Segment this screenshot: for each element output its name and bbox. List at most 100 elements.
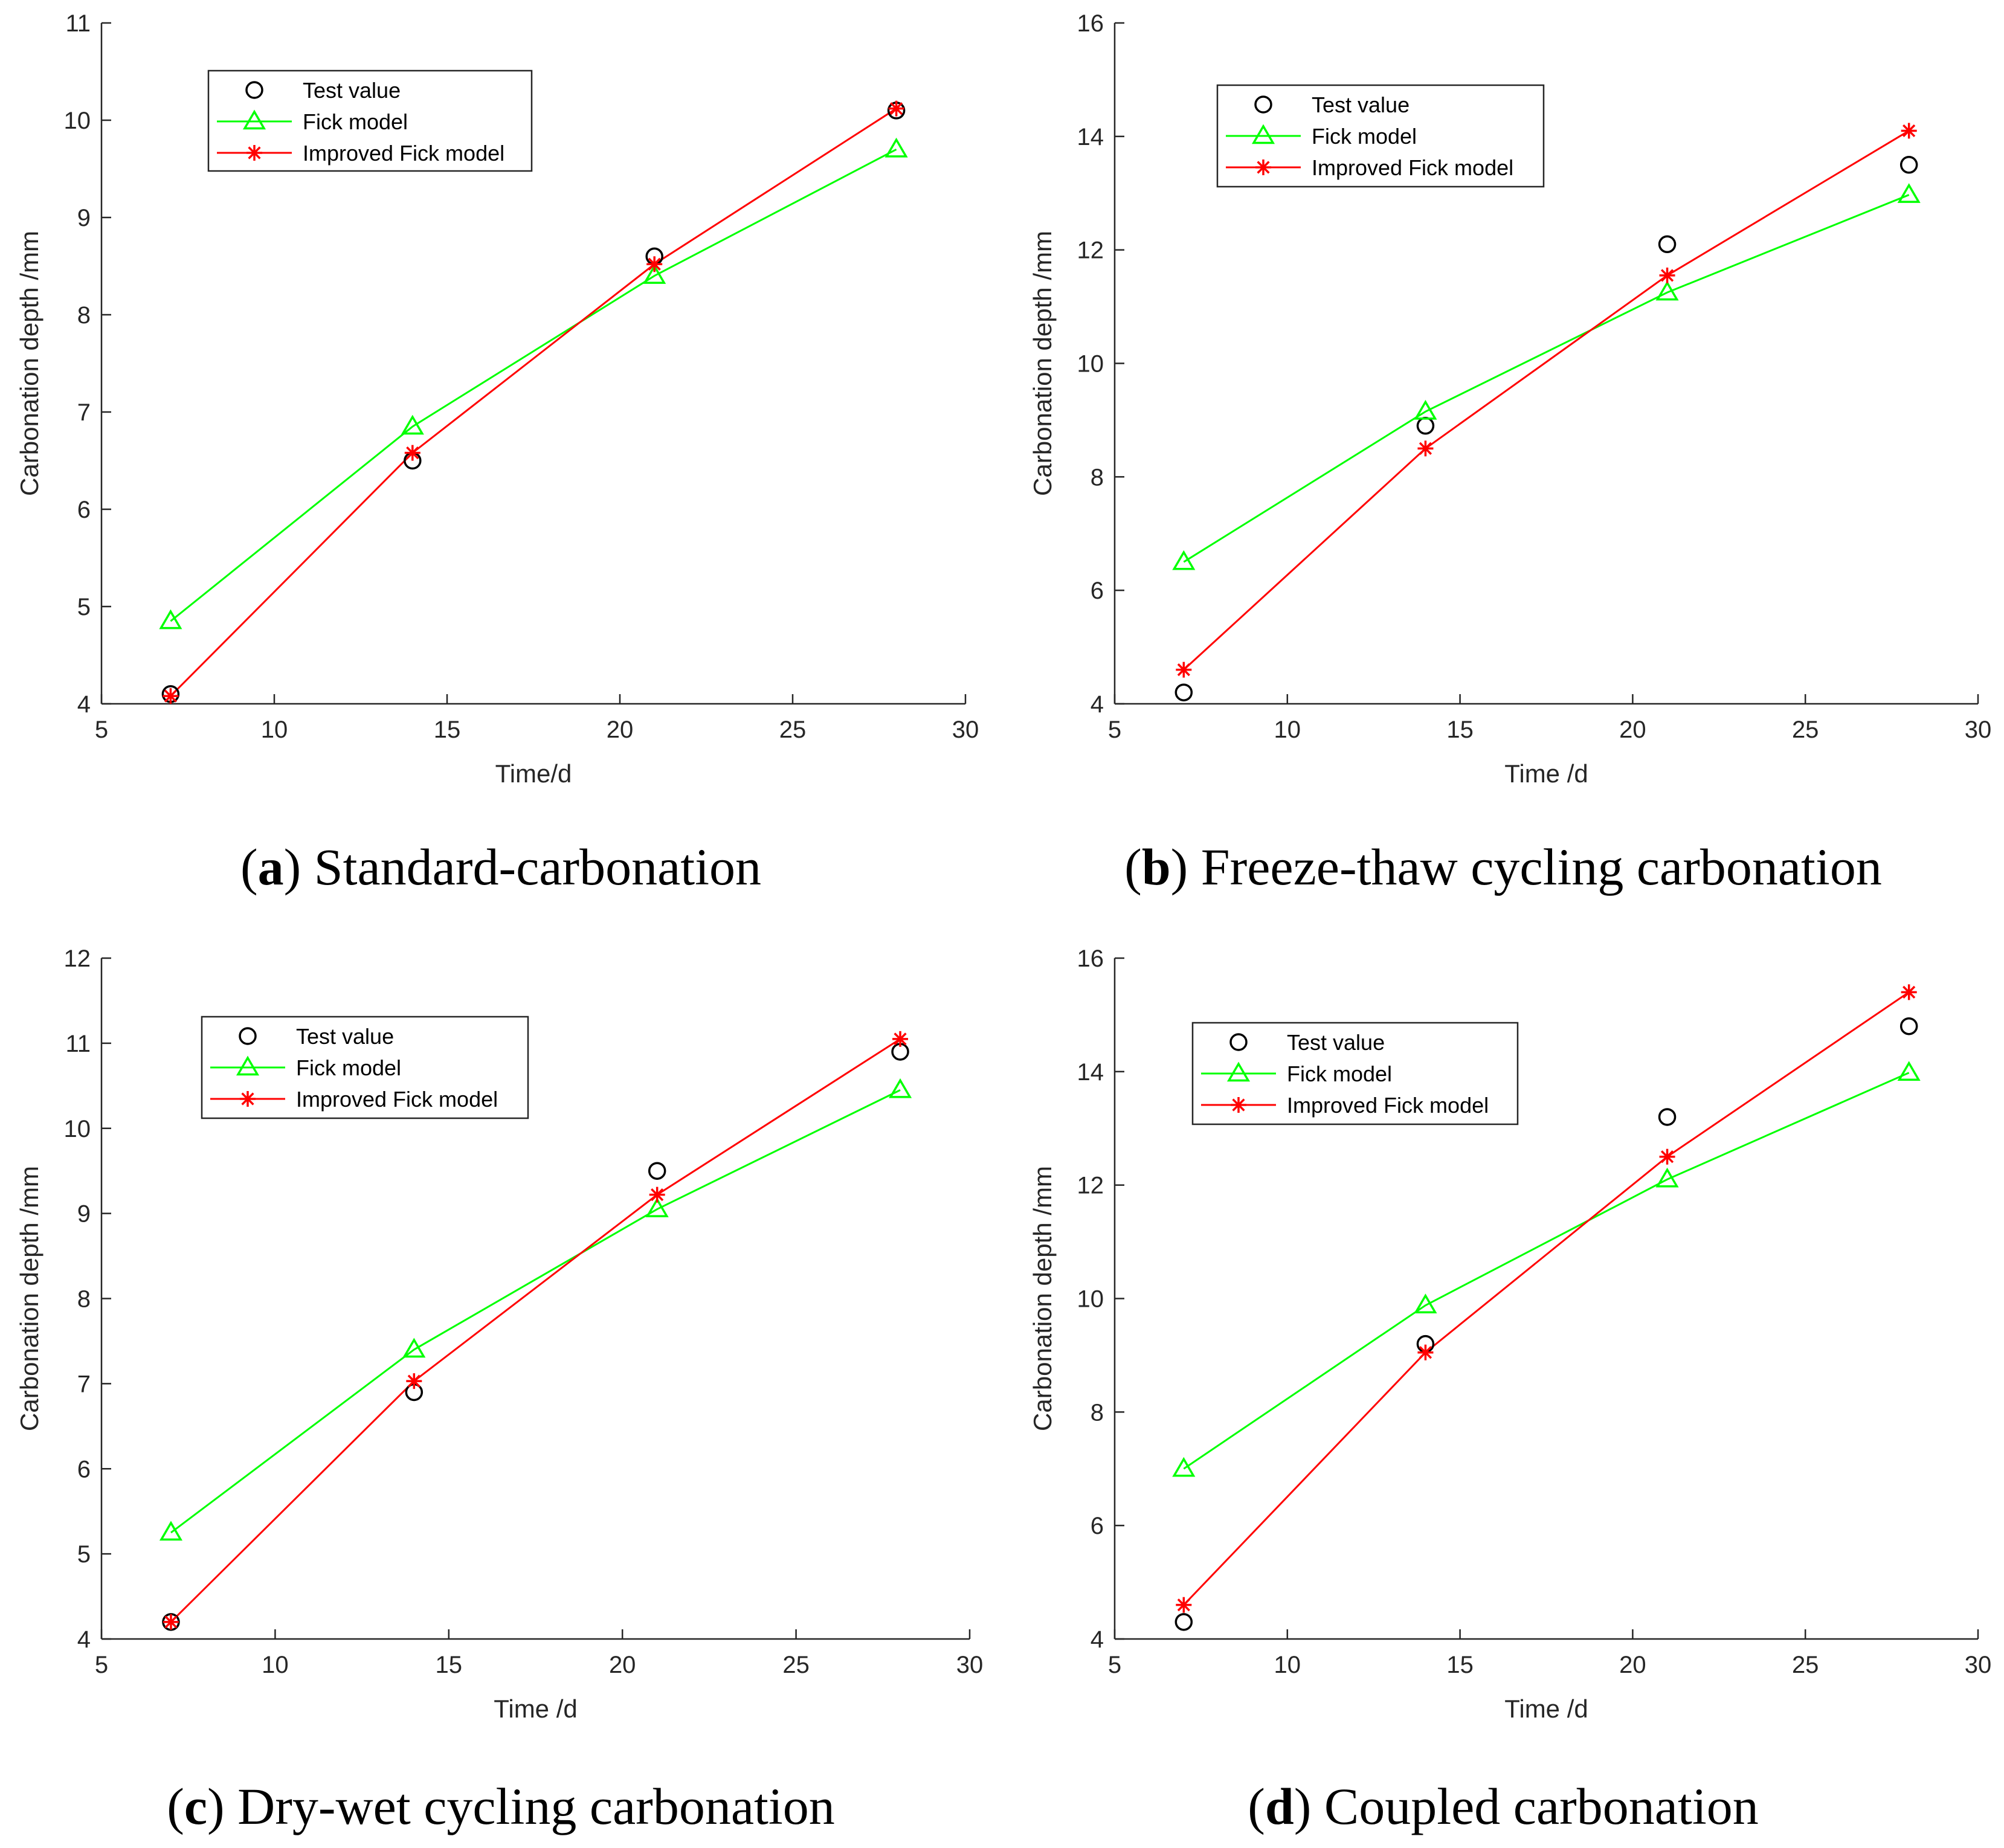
- panel-caption: (c) Dry-wet cycling carbonation: [167, 1777, 835, 1835]
- panel-caption-letter: a: [257, 838, 284, 896]
- panel-b: 5 10 15 20 25 30 4 6 8 10 12 14 16 Time /d Carbonation…: [1002, 0, 2004, 924]
- y-tick-label: 8: [77, 1286, 91, 1313]
- data-point-fick: [1414, 399, 1437, 420]
- y-tick-label: 14: [1077, 124, 1104, 150]
- x-axis-title: Time/d: [495, 759, 572, 788]
- series-line-improved: [170, 1038, 901, 1623]
- x-axis-title: Time /d: [1504, 1695, 1588, 1723]
- legend-label: Improved Fick model: [1312, 155, 1513, 180]
- y-axis-title: Carbonation depth /mm: [1028, 1166, 1057, 1431]
- data-point-test: [1658, 235, 1677, 254]
- data-point-fick: [1655, 280, 1679, 301]
- x-tick-label: 20: [609, 1652, 636, 1678]
- y-tick-label: 6: [1091, 1513, 1104, 1539]
- data-point-improved: [892, 1031, 909, 1047]
- legend-label: Improved Fick model: [303, 141, 504, 166]
- legend-marker-test: [1254, 95, 1272, 114]
- data-point-fick: [1172, 1457, 1196, 1477]
- data-point-test: [1899, 156, 1918, 174]
- data-point-fick: [402, 1338, 426, 1358]
- legend-marker-fick: [242, 109, 266, 130]
- legend-label: Test value: [1287, 1030, 1385, 1055]
- legend-label: Improved Fick model: [1287, 1093, 1489, 1118]
- data-point-improved: [1176, 662, 1192, 678]
- x-tick-label: 30: [952, 716, 979, 743]
- panel-caption-text: Standard-carbonation: [314, 838, 762, 896]
- y-tick-label: 9: [77, 1201, 91, 1228]
- data-point-improved: [1417, 440, 1434, 457]
- series-line-fick: [1183, 1072, 1910, 1470]
- y-tick-label: 4: [1091, 691, 1104, 718]
- legend-marker-test: [239, 1027, 257, 1045]
- data-point-test: [1658, 1108, 1677, 1126]
- data-point-fick: [1172, 550, 1196, 570]
- legend-marker-test: [245, 81, 263, 99]
- series-line-improved: [1183, 130, 1910, 671]
- data-point-improved: [163, 1614, 179, 1630]
- y-tick-label: 16: [1077, 945, 1104, 972]
- data-point-improved: [1176, 1597, 1192, 1613]
- x-tick-label: 5: [95, 716, 108, 743]
- y-tick-label: 16: [1077, 10, 1104, 37]
- data-point-fick: [159, 1521, 183, 1541]
- legend-marker-improved: [246, 145, 262, 161]
- legend-label: Test value: [296, 1024, 394, 1049]
- y-tick-label: 7: [77, 1371, 91, 1397]
- y-tick-label: 4: [1091, 1626, 1104, 1653]
- y-tick-label: 4: [77, 1626, 91, 1653]
- x-tick-label: 20: [1619, 1652, 1646, 1678]
- panel-caption: (d) Coupled carbonation: [1248, 1777, 1759, 1835]
- panel-a: 5 10 15 20 25 30 4 5 6 7 8 9 10 11 Time/d Carbonation d…: [0, 0, 1002, 924]
- series-line-fick: [170, 1089, 901, 1534]
- x-tick-label: 15: [1446, 716, 1474, 743]
- y-tick-label: 6: [77, 1456, 91, 1483]
- legend-marker-test: [1229, 1033, 1248, 1051]
- panel-caption-text: Coupled carbonation: [1324, 1777, 1759, 1835]
- y-tick-label: 11: [65, 10, 91, 37]
- data-point-improved: [646, 256, 663, 272]
- y-tick-label: 12: [1077, 1173, 1104, 1199]
- y-tick-label: 7: [77, 399, 91, 426]
- y-tick-label: 6: [77, 497, 91, 523]
- series-line-fick: [170, 148, 897, 622]
- y-tick-label: 8: [1091, 464, 1104, 491]
- x-tick-label: 25: [1792, 1652, 1819, 1678]
- x-tick-label: 5: [1108, 1652, 1121, 1678]
- x-tick-label: 15: [436, 1652, 463, 1678]
- data-point-fick: [888, 1078, 912, 1098]
- x-tick-label: 10: [1274, 1652, 1301, 1678]
- y-axis-title: Carbonation depth /mm: [15, 1166, 43, 1431]
- data-point-improved: [649, 1186, 665, 1203]
- legend-label: Test value: [303, 78, 401, 103]
- panel-caption-text: Dry-wet cycling carbonation: [237, 1777, 835, 1835]
- x-tick-label: 20: [607, 716, 634, 743]
- data-point-fick: [1897, 1061, 1921, 1081]
- data-point-fick: [1897, 183, 1921, 203]
- legend-label: Fick model: [296, 1055, 401, 1080]
- legend-marker-fick: [1251, 124, 1275, 144]
- data-point-improved: [1417, 1344, 1434, 1360]
- chart-svg: 5 10 15 20 25 30 4 6 8 10 12 14 16 Time /d Carbonation…: [1028, 945, 1991, 1723]
- y-tick-label: 4: [77, 691, 91, 718]
- series-line-improved: [170, 108, 897, 697]
- x-tick-label: 30: [956, 1652, 984, 1678]
- chart-svg: 5 10 15 20 25 30 4 6 8 10 12 14 16 Time /d Carbonation…: [1028, 10, 1991, 788]
- y-tick-label: 9: [77, 205, 91, 231]
- data-point-test: [1416, 417, 1435, 435]
- data-point-fick: [1414, 1293, 1437, 1314]
- panel-caption: (b) Freeze-thaw cycling carbonation: [1124, 838, 1882, 896]
- legend-label: Fick model: [303, 109, 408, 134]
- y-axis-title: Carbonation depth /mm: [1028, 231, 1057, 496]
- data-point-fick: [643, 264, 666, 284]
- legend-label: Fick model: [1287, 1061, 1392, 1086]
- legend-marker-improved: [1255, 159, 1271, 175]
- y-tick-label: 10: [1077, 351, 1104, 378]
- data-point-improved: [1659, 1148, 1675, 1165]
- data-point-improved: [404, 445, 420, 461]
- data-point-improved: [1901, 123, 1917, 139]
- data-point-test: [648, 1162, 666, 1180]
- y-tick-label: 6: [1091, 578, 1104, 604]
- data-point-improved: [1659, 267, 1675, 283]
